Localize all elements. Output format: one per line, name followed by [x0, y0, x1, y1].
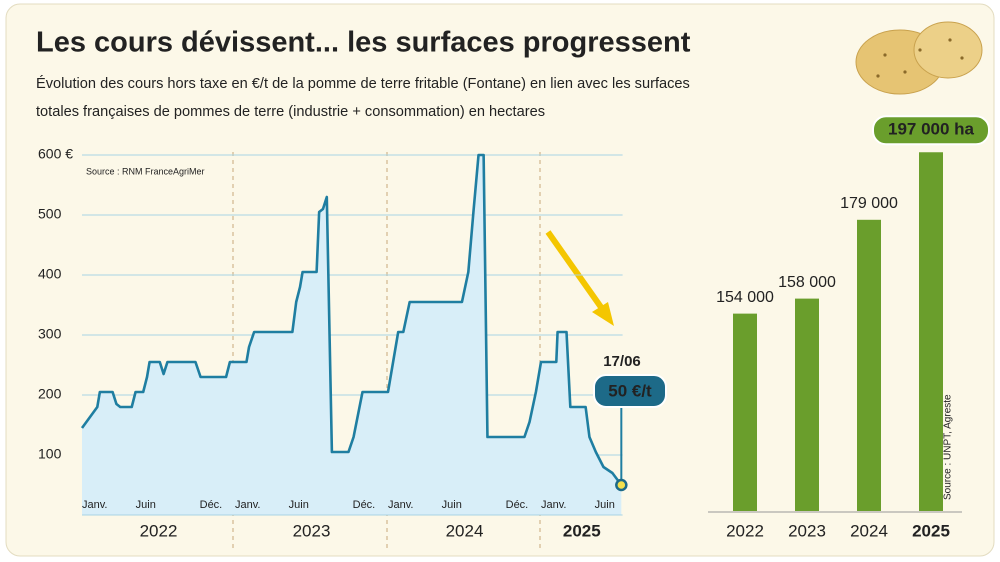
year-label: 2025	[563, 521, 601, 540]
source: Source : UNPT, Agreste	[943, 394, 954, 500]
x-tick-label: Déc.	[353, 499, 376, 511]
y-tick-label: 500	[38, 206, 62, 222]
category-label: 2024	[850, 521, 888, 540]
x-tick-label: Janv.	[541, 499, 566, 511]
y-tick-label: 200	[38, 386, 62, 402]
callout-date: 17/06	[603, 353, 641, 370]
x-tick-label: Déc.	[506, 499, 529, 511]
bar	[857, 219, 881, 512]
x-tick-label: Janv.	[235, 499, 260, 511]
bar	[919, 152, 943, 511]
x-tick-label: Janv.	[388, 499, 413, 511]
value-label: 158 000	[778, 274, 836, 291]
category-label: 2022	[726, 521, 764, 540]
bar	[795, 298, 819, 511]
x-tick-label: Déc.	[200, 499, 223, 511]
bar	[733, 313, 757, 511]
year-label: 2024	[446, 521, 484, 540]
y-tick-label: 100	[38, 446, 62, 462]
source: Source : RNM FranceAgriMer	[86, 166, 205, 176]
year-label: 2023	[293, 521, 331, 540]
potatoes	[855, 21, 983, 95]
y-tick-label: 300	[38, 326, 62, 342]
category-label: 2025	[912, 521, 950, 540]
x-tick-label: Juin	[136, 499, 156, 511]
trend-arrow	[545, 230, 614, 326]
year-label: 2022	[140, 521, 178, 540]
last-point	[615, 478, 628, 492]
callout-box	[593, 374, 667, 408]
value-pill	[872, 115, 990, 146]
price-line	[80, 153, 623, 486]
y-tick-label: 400	[38, 266, 62, 282]
subtitle: totales françaises de pommes de terre (i…	[36, 104, 545, 120]
x-tick-label: Juin	[442, 499, 462, 511]
x-tick-label: Janv.	[82, 499, 107, 511]
value-label: 154 000	[716, 289, 774, 306]
x-tick-label: Juin	[289, 499, 309, 511]
category-label: 2023	[788, 521, 826, 540]
callout-label: 50 €/t	[608, 381, 652, 400]
value-label: 197 000 ha	[888, 120, 975, 139]
value-label: 179 000	[840, 195, 898, 212]
x-tick-label: Juin	[595, 499, 615, 511]
subtitle: Évolution des cours hors taxe en €/t de …	[36, 75, 690, 92]
title: Les cours dévissent... les surfaces prog…	[36, 27, 691, 59]
y-tick-label: 600 €	[38, 146, 73, 162]
